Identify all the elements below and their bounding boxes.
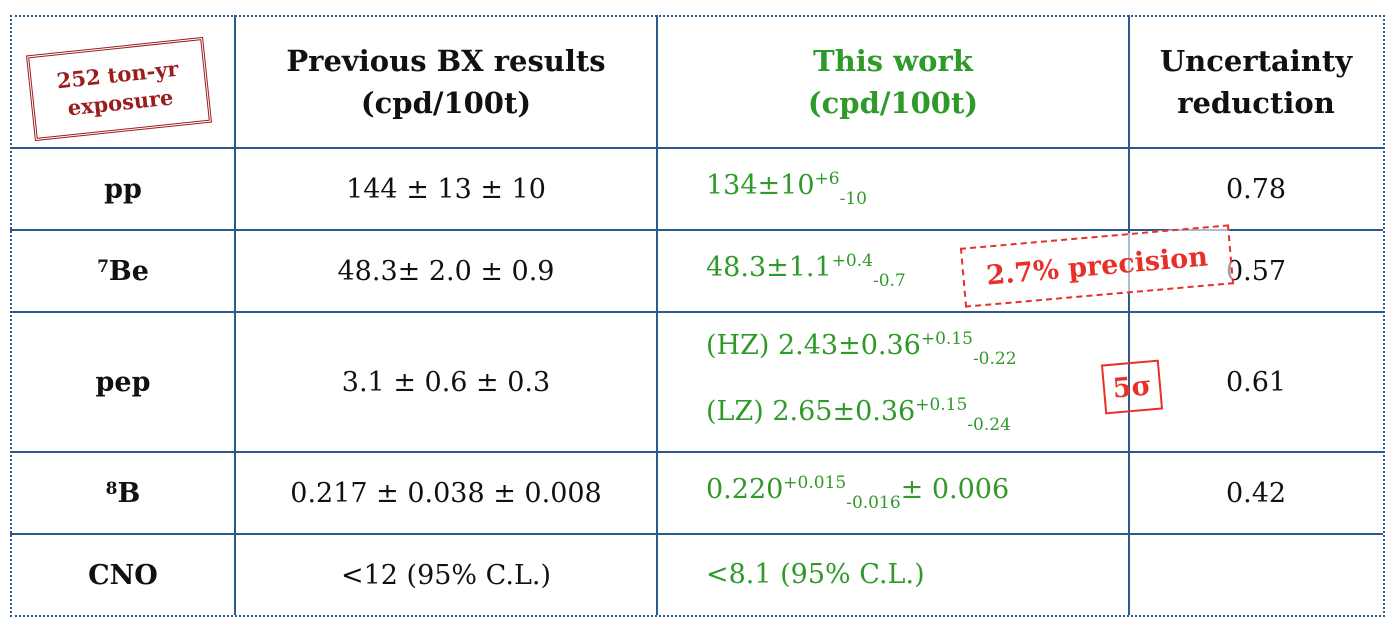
lower-error: -0.016 — [846, 493, 901, 513]
row-label: pep — [12, 313, 234, 451]
error-tail: ± 0.006 — [900, 474, 1010, 505]
this-work-cell: (HZ) 2.43±0.36+0.15-0.22 (LZ) 2.65±0.36+0… — [706, 313, 1017, 451]
upper-error: +0.4 — [831, 251, 873, 271]
previous-value: 144 ± 13 ± 10 — [346, 173, 546, 205]
significance-stamp: 5σ — [1100, 359, 1164, 415]
row-divider — [10, 533, 1383, 535]
row-divider — [10, 451, 1383, 453]
lower-error: -0.7 — [872, 271, 906, 291]
stamp-text: 2.7% precision — [985, 240, 1209, 292]
label-text: pp — [104, 173, 142, 205]
central-value: 0.220 — [706, 474, 784, 505]
isotope-number: 7 — [97, 256, 109, 277]
header-text: This work — [813, 44, 973, 78]
header-text: reduction — [1177, 86, 1335, 120]
this-work-value: (LZ) 2.65±0.36+0.15-0.24 — [706, 382, 1017, 448]
this-work-value: 0.220+0.015-0.016± 0.006 — [706, 463, 1009, 523]
central-value: 48.3±1.1 — [706, 252, 832, 283]
column-divider — [234, 15, 236, 615]
label-text: B — [117, 477, 141, 509]
this-work-cell: <8.1 (95% C.L.) — [706, 535, 925, 615]
row-label: CNO — [12, 535, 234, 615]
this-work-cell: 48.3±1.1+0.4-0.7 — [706, 231, 906, 311]
previous-value: <12 (95% C.L.) — [340, 559, 551, 591]
row-label-text: pp — [104, 174, 142, 205]
this-work-value: 134±10+6-10 — [706, 159, 867, 219]
upper-error: +6 — [814, 169, 840, 189]
row-label: 8B — [12, 453, 234, 533]
row-divider — [10, 147, 1383, 149]
row-label-text: 7Be — [97, 256, 149, 287]
header-text: Previous BX results — [286, 44, 606, 78]
reduction-value: 0.61 — [1225, 366, 1287, 398]
lower-error: -0.24 — [967, 415, 1011, 435]
header-cell: Previous BX results (cpd/100t) — [236, 17, 656, 147]
reduction-value: 0.57 — [1225, 255, 1287, 287]
lower-error: -10 — [839, 189, 867, 209]
row-label: 7Be — [12, 231, 234, 311]
previous-value: 3.1 ± 0.6 ± 0.3 — [341, 366, 551, 398]
header-text: (cpd/100t) — [807, 86, 979, 120]
reduction-value: 0.78 — [1225, 173, 1287, 205]
stamp-text: 5σ — [1111, 369, 1153, 405]
this-work-value: 48.3±1.1+0.4-0.7 — [706, 241, 906, 301]
column-divider — [656, 15, 658, 615]
this-work-cell: 134±10+6-10 — [706, 149, 867, 229]
label-text: Be — [108, 255, 149, 287]
row-divider — [10, 229, 1383, 231]
central-value: 134±10 — [706, 170, 815, 201]
table-frame — [10, 15, 1385, 617]
upper-error: +0.15 — [920, 329, 973, 349]
header-text: (cpd/100t) — [360, 86, 532, 120]
upper-error: +0.015 — [783, 473, 847, 493]
previous-value: 0.217 ± 0.038 ± 0.008 — [290, 477, 602, 509]
row-divider — [10, 311, 1383, 313]
central-value: (LZ) 2.65±0.36 — [706, 396, 916, 427]
header-cell: This work (cpd/100t) — [658, 17, 1128, 147]
column-divider — [1128, 15, 1130, 615]
row-label-text: pep — [96, 367, 151, 398]
lower-error: -0.22 — [972, 349, 1017, 369]
this-work-cell: 0.220+0.015-0.016± 0.006 — [706, 453, 1009, 533]
header-text: Uncertainty — [1159, 44, 1353, 78]
upper-error: +0.15 — [915, 395, 968, 415]
central-value: <8.1 (95% C.L.) — [706, 559, 925, 590]
label-text: pep — [95, 366, 151, 398]
central-value: (HZ) 2.43±0.36 — [706, 330, 921, 361]
row-label: pp — [12, 149, 234, 229]
row-label-text: CNO — [88, 560, 158, 591]
this-work-value: (HZ) 2.43±0.36+0.15-0.22 — [706, 316, 1017, 382]
this-work-value: <8.1 (95% C.L.) — [706, 555, 925, 595]
header-cell: Uncertainty reduction — [1130, 17, 1382, 147]
row-label-text: 8B — [106, 478, 141, 509]
previous-value: 48.3± 2.0 ± 0.9 — [337, 255, 555, 287]
reduction-value: 0.42 — [1225, 477, 1287, 509]
isotope-number: 8 — [105, 478, 118, 499]
label-text: CNO — [88, 559, 158, 591]
